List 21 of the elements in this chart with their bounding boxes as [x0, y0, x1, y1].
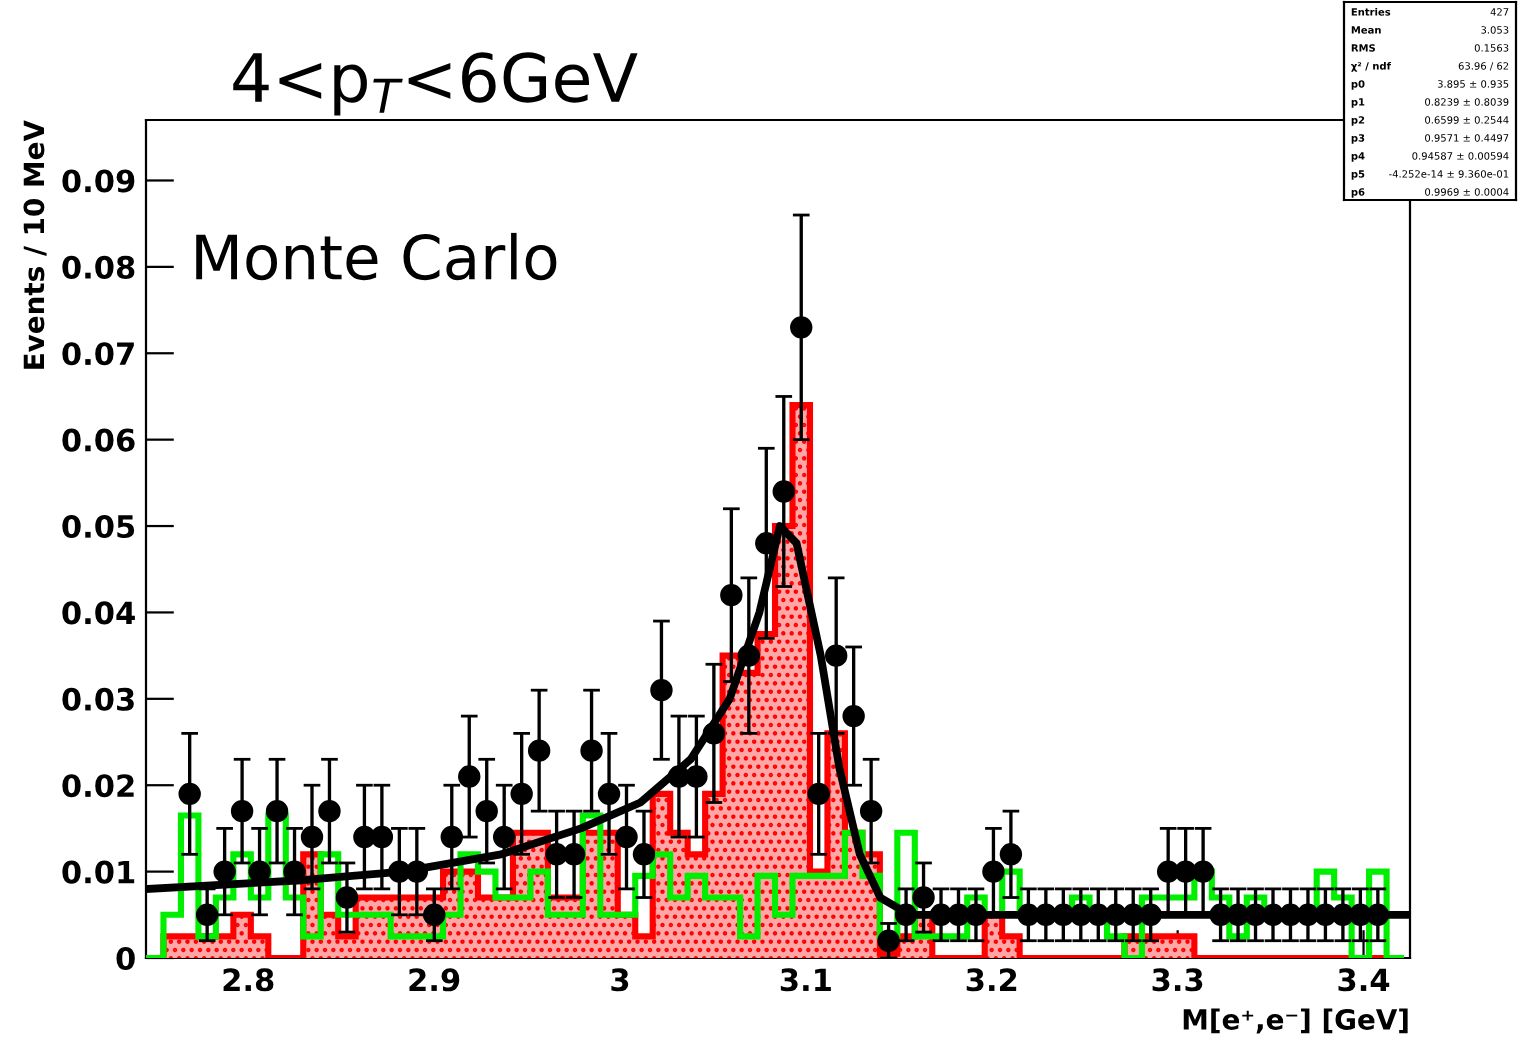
x-tick-label: 2.9 [409, 968, 460, 992]
chart-title: 4<p$_{T}$<6GeV [233, 52, 638, 116]
y-tick-label: 0.05 [62, 514, 135, 539]
y-tick-label: 0.08 [62, 255, 135, 279]
y-tick-label: 0.06 [62, 428, 135, 452]
y-axis-title: Events / 10 MeV [23, 120, 47, 369]
annotation: Monte Carlo [196, 232, 557, 281]
y-tick-label: 0.04 [62, 601, 135, 625]
y-tick-label: 0.07 [62, 342, 134, 366]
x-tick-label: 3.3 [1152, 968, 1203, 992]
x-tick-label: 3 [611, 968, 629, 992]
y-tick-label: 0.09 [62, 169, 135, 193]
y-tick-label: 0.02 [62, 774, 134, 798]
y-tick-label: 0 [116, 946, 135, 971]
y-tick-label: 0.03 [62, 687, 134, 711]
y-tick-label: 0.01 [62, 860, 135, 884]
x-tick-label: 3.1 [780, 968, 831, 992]
x-axis-title: M[e⁺,e⁻] [GeV] [1183, 1008, 1408, 1034]
x-tick-label: 3.2 [966, 968, 1017, 992]
x-tick-label: 2.8 [223, 968, 274, 992]
x-tick-label: 3.4 [1338, 968, 1390, 992]
